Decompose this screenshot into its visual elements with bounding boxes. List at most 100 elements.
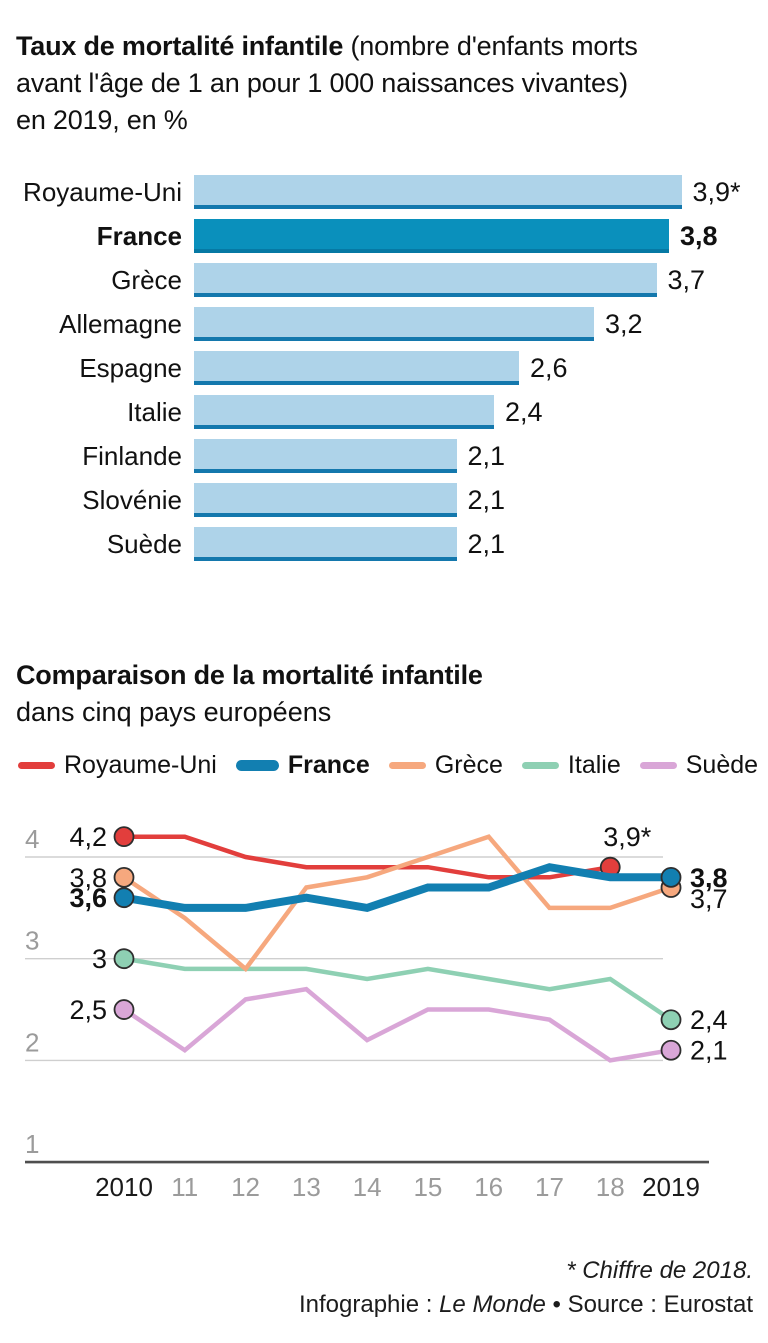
x-tick-label: 2019 [642, 1172, 700, 1202]
end-dot-france [660, 866, 682, 888]
legend-swatch-france [235, 760, 279, 771]
start-value-label-royaume-uni: 4,2 [69, 822, 107, 852]
legend-swatch-suede [639, 762, 677, 769]
bar-value: 2,1 [467, 528, 506, 559]
bar-row: Royaume-Uni 3,9* [0, 175, 752, 209]
start-value-label-suede: 2,5 [69, 995, 107, 1025]
bar [194, 263, 657, 297]
legend-label: France [287, 751, 370, 779]
y-tick-label: 4 [25, 824, 39, 854]
bar-label: Espagne [79, 352, 182, 383]
legend-swatch-royaume-uni [18, 762, 55, 769]
line-chart-svg: 4 3 2 1 2010 11 12 13 14 15 16 17 18 2019 3 2,4 2,5 2,1 4,… [25, 822, 728, 1202]
bar-label: Italie [127, 396, 182, 427]
bar [194, 395, 494, 429]
x-tick-label: 11 [171, 1172, 198, 1202]
legend-item-france: France [235, 751, 370, 780]
bar-value: 2,1 [467, 484, 506, 515]
y-tick-label: 3 [25, 926, 39, 956]
bar-row: France 3,8 [0, 219, 752, 253]
legend-item-suede: Suède [639, 751, 759, 780]
legend-label: Italie [567, 751, 621, 779]
bar-value: 2,1 [467, 440, 506, 471]
bar [194, 307, 594, 341]
bar-row: Espagne 2,6 [0, 351, 752, 385]
bar [194, 439, 457, 473]
series-line-france [123, 863, 671, 913]
y-tick-label: 2 [25, 1027, 39, 1057]
end-value-label-italie: 2,4 [690, 1005, 728, 1035]
line-chart-subtitle: dans cinq pays européens [16, 697, 332, 727]
bar-row: Allemagne 3,2 [0, 307, 752, 341]
start-dot-italie [113, 948, 135, 970]
legend: Royaume-Uni France Grèce Italie Suède [0, 751, 768, 780]
bar-chart-title-line3: en 2019, en % [16, 105, 188, 135]
bar-chart: Royaume-Uni 3,9* France 3,8 Grèce 3,7 Allemagn… [0, 175, 768, 561]
bar-label: Allemagne [59, 308, 182, 339]
bar-row: Finlande 2,1 [0, 439, 752, 473]
x-tick-label: 13 [292, 1172, 321, 1202]
bar-row: Slovénie 2,1 [0, 483, 752, 517]
series-line-grece [122, 834, 672, 973]
bar-value: 2,4 [505, 396, 543, 427]
bar-value: 2,6 [530, 352, 568, 383]
legend-item-grece: Grèce [388, 751, 503, 780]
start-value-label-grece: 3,8 [69, 863, 107, 893]
start-dot-grece [113, 866, 135, 888]
end-value-label-grece: 3,7 [690, 884, 728, 914]
end-value-label-royaume-uni: 3,9* [603, 822, 652, 852]
end-value-label-france: 3,8 [690, 863, 728, 893]
bar-label: Slovénie [82, 484, 182, 515]
legend-swatch-grece [388, 762, 426, 769]
credit-prefix: Infographie : [298, 1291, 440, 1318]
bar-chart-title-bold: Taux de mortalité infantile [16, 31, 344, 61]
credit-line: Infographie : Le Monde • Source : Eurost… [0, 1288, 753, 1322]
bar-label: France [96, 220, 182, 251]
bar [194, 219, 669, 253]
bar-value: 3,8 [680, 220, 718, 251]
bar [194, 175, 682, 209]
start-dot-royaume-uni [113, 826, 135, 848]
legend-label: Grèce [434, 751, 503, 779]
x-tick-label: 12 [231, 1172, 260, 1202]
bar-row: Italie 2,4 [0, 395, 752, 429]
start-dot-suede [113, 999, 135, 1020]
bar-value: 3,2 [605, 308, 643, 339]
end-dot-suede [660, 1039, 682, 1061]
bar-chart-title-rest: (nombre d'enfants morts [343, 31, 638, 61]
bar [194, 483, 457, 517]
line-chart-header: Comparaison de la mortalité infantile da… [0, 657, 768, 730]
x-tick-label: 2010 [95, 1172, 153, 1202]
bar-label: Grèce [111, 264, 182, 295]
bar-chart-title-line2: avant l'âge de 1 an pour 1 000 naissance… [16, 68, 628, 98]
legend-swatch-italie [521, 762, 559, 769]
legend-item-italie: Italie [521, 751, 621, 780]
footnote: * Chiffre de 2018. [566, 1257, 753, 1284]
bar [194, 527, 457, 561]
end-dot-italie [660, 1009, 682, 1031]
start-value-label-italie: 3 [92, 944, 107, 974]
series-line-italie [123, 956, 673, 1022]
series-line-suede [122, 986, 672, 1063]
credit-source: Le Monde [439, 1291, 546, 1318]
bar-label: Finlande [82, 440, 182, 471]
bar-label: Royaume-Uni [23, 176, 182, 207]
bar-label: Suède [106, 528, 182, 559]
x-tick-label: 17 [535, 1172, 564, 1202]
end-value-label-suede: 2,1 [690, 1036, 728, 1066]
x-tick-label: 14 [353, 1172, 382, 1202]
credit-suffix: • Source : Eurostat [545, 1291, 753, 1318]
legend-item-royaume-uni: Royaume-Uni [18, 751, 217, 780]
bar-value: 3,7 [667, 264, 706, 295]
y-tick-label: 1 [25, 1129, 39, 1159]
start-value-label-france: 3,6 [69, 883, 107, 913]
x-tick-label: 15 [413, 1172, 442, 1202]
legend-label: Royaume-Uni [64, 751, 217, 779]
start-dot-france [113, 887, 135, 909]
bar-chart-title: Taux de mortalité infantile (nombre d'en… [0, 0, 768, 139]
bar-row: Grèce 3,7 [0, 263, 752, 297]
footer: * Chiffre de 2018. Infographie : Le Mond… [0, 1254, 768, 1322]
legend-label: Suède [685, 751, 759, 779]
x-tick-label: 16 [474, 1172, 503, 1202]
